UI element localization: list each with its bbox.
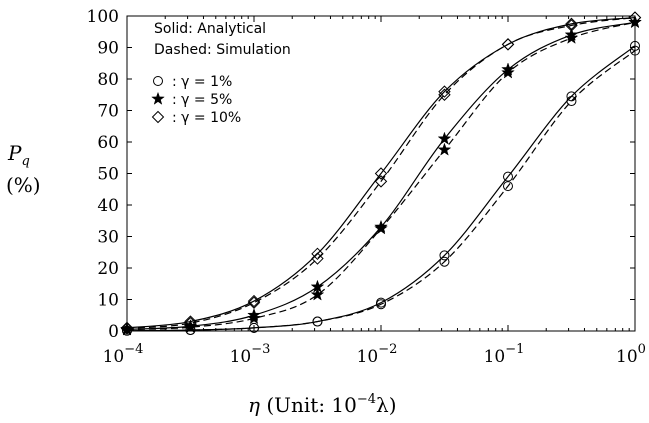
series-diamond-analytical-line [127, 18, 635, 328]
y-axis-label: Pq [7, 141, 30, 169]
y-tick-label: 40 [97, 196, 119, 216]
x-axis-text: (Unit: 10 [260, 393, 357, 417]
y-tick-label: 30 [97, 228, 119, 248]
y-axis-unit: (%) [6, 173, 41, 197]
x-tick-label: 10−3 [230, 342, 271, 367]
legend-label-gamma-10: : γ = 10% [172, 110, 241, 126]
y-tick-label: 50 [97, 165, 119, 185]
x-axis-label: η (Unit: 10−4λ) [248, 392, 397, 417]
y-tick-label: 60 [97, 133, 119, 153]
y-tick-label: 90 [97, 39, 119, 59]
legend: Solid: Analytical Dashed: Simulation : γ… [152, 21, 291, 126]
y-axis-symbol: P [7, 141, 22, 165]
x-tick-label: 10−4 [103, 342, 144, 367]
y-tick-label: 20 [97, 259, 119, 279]
x-axis-tail: λ) [376, 393, 396, 417]
legend-label-gamma-5: : γ = 5% [172, 92, 232, 108]
legend-marker-diamond [153, 112, 164, 123]
y-tick-label: 80 [97, 70, 119, 90]
y-tick-label: 0 [108, 322, 119, 342]
legend-line-simulation: Dashed: Simulation [154, 42, 291, 58]
x-axis-exponent: −4 [357, 392, 376, 407]
plot-area [121, 12, 641, 335]
legend-marker-star [152, 93, 164, 105]
y-tick-label: 70 [97, 102, 119, 122]
x-tick-label: 100 [616, 342, 646, 367]
legend-marker-circle [154, 77, 163, 86]
y-tick-label: 100 [87, 7, 119, 27]
legend-line-analytical: Solid: Analytical [154, 21, 266, 37]
x-axis-symbol: η [248, 393, 260, 417]
y-axis-subscript: q [21, 154, 29, 169]
legend-label-gamma-1: : γ = 1% [172, 74, 232, 90]
x-tick-label: 10−2 [357, 342, 398, 367]
axes: 0 10 20 30 40 50 60 70 80 90 100 10−4 10−3 10−2 10−1 10… [87, 7, 646, 367]
y-tick-label: 10 [97, 291, 119, 311]
x-tick-label: 10−1 [484, 342, 525, 367]
